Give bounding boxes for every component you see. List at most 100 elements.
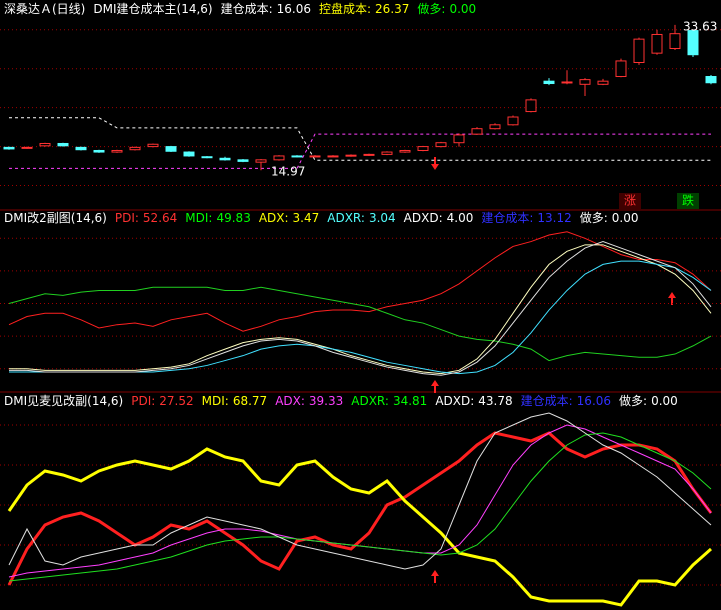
candle-body (75, 146, 87, 151)
panel-header: DMI改2副图(14,6) PDI: 52.64 MDI: 49.83 ADX: 3.47 A… (4, 210, 639, 225)
header-label: PDI: (115, 211, 139, 225)
header-label: ADXD: (404, 211, 443, 225)
header-value: 3.47 (293, 211, 320, 225)
candle-body (597, 80, 609, 85)
max-label: 33.63 (683, 19, 717, 33)
candle-body (435, 142, 447, 148)
indicator-line (8, 432, 712, 582)
header-label: ADXR: (327, 211, 365, 225)
candle-body (669, 33, 681, 49)
header-value: 13.12 (537, 211, 571, 225)
candle-body (399, 149, 411, 153)
candle-body (3, 146, 15, 150)
candle-body (165, 146, 177, 152)
candle-body (21, 146, 33, 149)
header-label: 建仓成本: (221, 2, 273, 16)
candle-body (705, 76, 717, 84)
candle-body (183, 151, 195, 157)
header-value: 27.52 (159, 394, 193, 408)
candle-body (381, 151, 393, 155)
candle-body (525, 99, 537, 113)
arrow (431, 380, 439, 393)
candle-body (201, 156, 213, 159)
header-label: 做多: (417, 1, 445, 16)
header-value: 0.00 (651, 394, 678, 408)
candle-body (651, 33, 663, 54)
candle-body (579, 79, 591, 85)
arrow (431, 570, 439, 583)
indicator-line (9, 260, 712, 375)
header-label: 深桑达Ａ(日线) (4, 2, 85, 16)
header-label: 做多: (619, 393, 647, 408)
signal-label: 涨 (624, 193, 636, 208)
arrow (668, 292, 676, 305)
header-label: ADXD: (435, 394, 474, 408)
cost-line (9, 133, 711, 169)
header-label: 建仓成本: (481, 211, 533, 225)
header-value: 52.64 (143, 211, 177, 225)
header-label: DMI建仓成本主(14,6) (93, 2, 212, 16)
signal-box (677, 193, 699, 209)
header-value: 3.04 (369, 211, 396, 225)
header-value: 4.00 (447, 211, 474, 225)
header-value: 16.06 (577, 394, 611, 408)
signal-label: 跌 (682, 193, 694, 208)
header-label: ADX: (259, 211, 289, 225)
header-label: 控盘成本: (319, 1, 371, 16)
candle-body (345, 154, 357, 157)
candle-body (615, 60, 627, 78)
candle-body (237, 159, 249, 162)
indicator-line (8, 412, 712, 570)
header-label: PDI: (131, 394, 155, 408)
header-value: 26.37 (375, 2, 409, 16)
candle-body (129, 146, 141, 151)
arrow (431, 157, 439, 170)
header-label: 做多: (580, 210, 608, 225)
candle-body (219, 157, 231, 161)
header-label: 建仓成本: (521, 394, 573, 408)
header-value: 49.83 (216, 211, 250, 225)
candle-body (471, 128, 483, 135)
header-label: DMI改2副图(14,6) (4, 211, 107, 225)
header-value: 43.78 (478, 394, 512, 408)
candle-body (327, 155, 339, 158)
header-label: ADX: (275, 394, 305, 408)
candle-body (363, 153, 375, 156)
candle-body (111, 149, 123, 153)
candle-body (309, 155, 321, 158)
indicator-line (7, 431, 713, 586)
indicator-line (8, 231, 712, 332)
header-label: DMI见麦见改副(14,6) (4, 394, 123, 408)
header-label: MDI: (185, 211, 212, 225)
candle-body (57, 142, 69, 147)
candle-body (291, 155, 303, 158)
indicator-line (7, 447, 712, 607)
header-value: 39.33 (309, 394, 343, 408)
candle-body (147, 143, 159, 148)
indicator-line (9, 241, 712, 376)
candle-body (255, 159, 267, 163)
candle-body (507, 116, 519, 126)
candle-body (489, 124, 501, 130)
candle-body (453, 134, 465, 144)
candle-body (543, 80, 555, 85)
candle-body (273, 155, 285, 161)
indicator-line (8, 286, 712, 362)
candle-body (93, 149, 105, 153)
header-value: 16.06 (277, 2, 311, 16)
candle-body (633, 38, 645, 63)
signal-box (619, 193, 641, 209)
candle-body (417, 146, 429, 151)
header-value: 0.00 (449, 2, 476, 16)
candle-body (561, 81, 573, 84)
min-label: 14.97 (271, 165, 305, 179)
header-value: 0.00 (612, 211, 639, 225)
header-label: ADXR: (351, 394, 389, 408)
cost-line (9, 117, 711, 161)
candle-body (687, 30, 699, 56)
header-value: 68.77 (233, 394, 267, 408)
candle-body (39, 142, 51, 147)
header-value: 34.81 (393, 394, 427, 408)
header-label: MDI: (202, 394, 229, 408)
